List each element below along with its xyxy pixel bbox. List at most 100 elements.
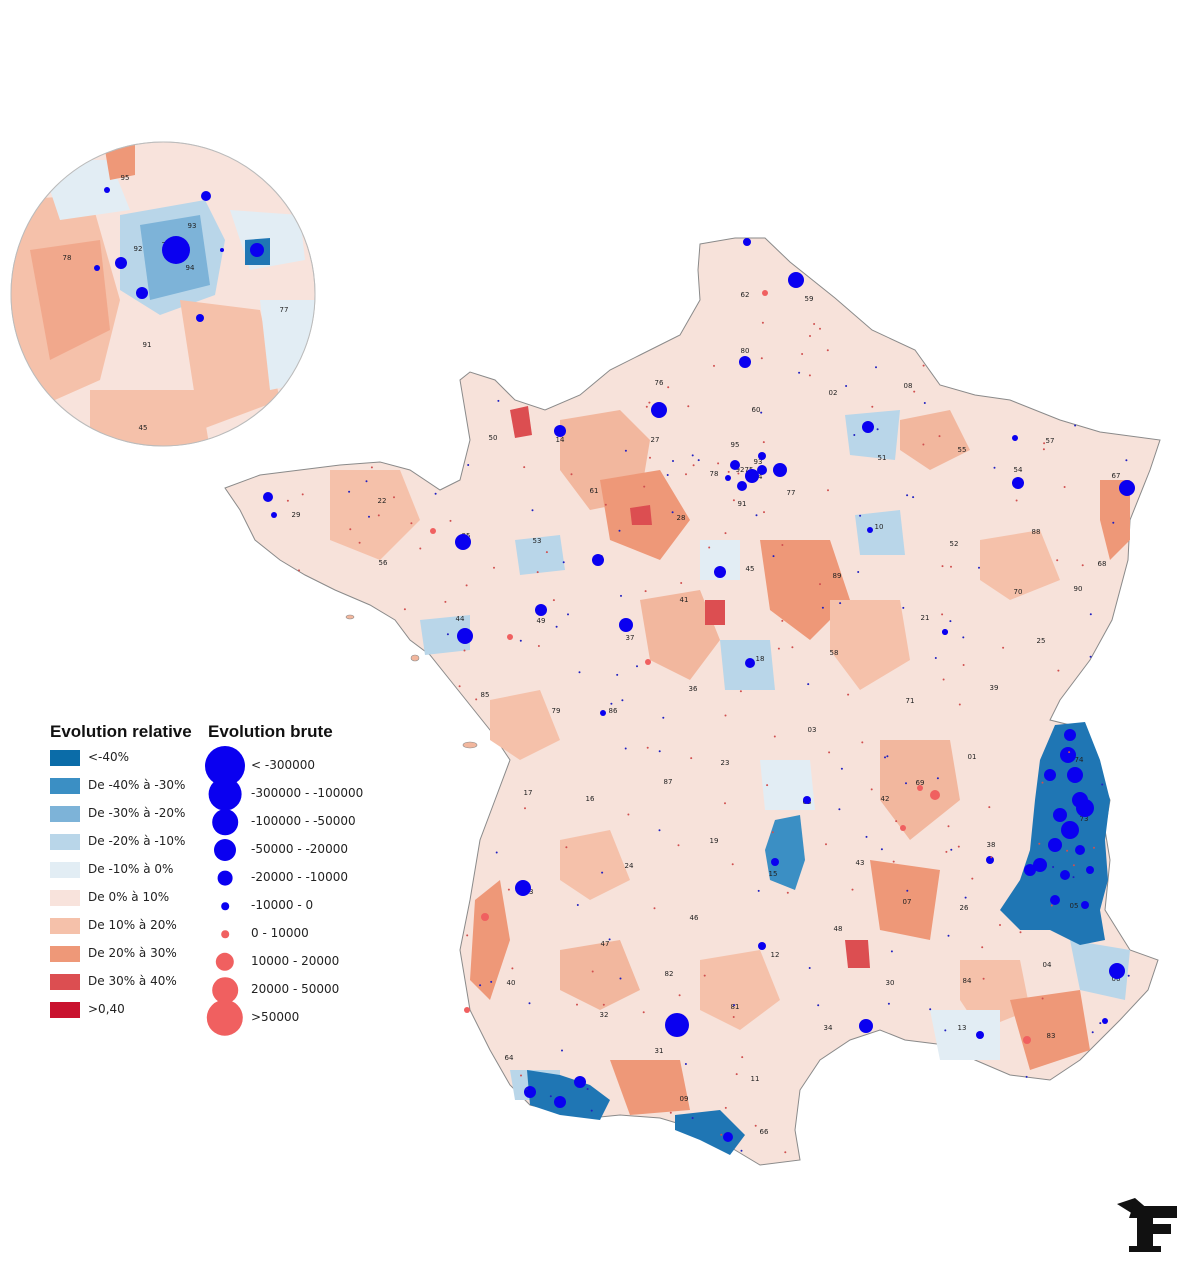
commune-dot <box>1041 997 1044 1000</box>
department-label: 49 <box>537 617 546 625</box>
commune-dot <box>475 698 478 701</box>
commune-dot <box>922 364 925 367</box>
commune-dot <box>941 613 944 616</box>
decline-circle <box>554 1096 566 1108</box>
decline-circle <box>771 858 779 866</box>
commune-dot <box>410 522 413 525</box>
commune-dot <box>562 561 565 564</box>
commune-dot <box>365 480 368 483</box>
blue-patches <box>420 410 1130 1100</box>
decline-circle <box>986 856 994 864</box>
commune-dot <box>458 685 461 688</box>
commune-dot <box>1042 448 1045 451</box>
commune-dot <box>561 1049 563 1052</box>
legend-relative-label: De 30% à 40% <box>88 974 177 988</box>
growth-circle <box>645 659 651 665</box>
commune-dot <box>545 551 548 554</box>
commune-dot <box>602 1003 605 1006</box>
decline-circle <box>723 1132 733 1142</box>
commune-dot <box>1050 904 1053 907</box>
department-label: 93 <box>754 458 763 466</box>
legend-relative-swatch <box>50 918 80 934</box>
commune-dot <box>286 499 289 502</box>
commune-dot <box>895 820 898 823</box>
legend-brute-circle <box>215 952 235 972</box>
inset-evolution-circle <box>220 248 224 252</box>
commune-dot <box>519 639 522 642</box>
inset-department-label: 91 <box>143 341 152 349</box>
commune-dot <box>467 464 470 466</box>
decline-circle <box>773 463 787 477</box>
growth-circle <box>481 913 489 921</box>
department-label: 88 <box>1032 528 1041 536</box>
decline-circle <box>1086 866 1094 874</box>
department-label: 64 <box>505 1054 514 1062</box>
department-label: 48 <box>834 925 843 933</box>
department-label: 86 <box>609 707 618 715</box>
commune-dot <box>906 494 909 497</box>
department-label: 09 <box>680 1095 689 1103</box>
commune-dot <box>798 371 801 374</box>
commune-dot <box>761 321 764 324</box>
decline-circle <box>976 1031 984 1039</box>
department-label: 90 <box>1074 585 1083 593</box>
department-label: 57 <box>1046 437 1055 445</box>
commune-dot <box>1093 846 1095 849</box>
commune-dot <box>720 1133 723 1136</box>
commune-dot <box>892 860 895 863</box>
department-label: 52 <box>950 540 959 548</box>
department-label: 80 <box>741 347 750 355</box>
commune-dot <box>520 1074 522 1077</box>
commune-dot <box>870 788 873 791</box>
department-label: 69 <box>916 779 925 787</box>
department-label: 79 <box>552 707 561 715</box>
commune-dot <box>1057 669 1060 672</box>
commune-dot <box>981 946 984 949</box>
inset-department-label: 45 <box>139 424 148 432</box>
legend-brute-label: 0 - 10000 <box>251 926 309 940</box>
commune-dot <box>621 699 624 702</box>
commune-dot <box>1091 1031 1094 1034</box>
department-label: 29 <box>292 511 301 519</box>
department-label: 16 <box>586 795 595 803</box>
commune-dot <box>773 735 776 738</box>
department-label: 38 <box>987 841 996 849</box>
commune-dot <box>808 967 811 969</box>
commune-dot <box>1052 866 1055 868</box>
commune-dot <box>495 851 498 854</box>
commune-dot <box>624 747 627 750</box>
commune-dot <box>358 541 361 544</box>
commune-dot <box>861 741 864 744</box>
commune-dot <box>1056 559 1059 562</box>
commune-dot <box>771 831 774 834</box>
legend-brute-label: < -300000 <box>251 758 316 772</box>
growth-circle <box>917 785 923 791</box>
commune-dot <box>1127 974 1130 977</box>
commune-dot <box>978 566 980 569</box>
commune-dot <box>906 889 909 892</box>
commune-dot <box>828 751 831 754</box>
commune-dot <box>493 566 495 569</box>
legend-relative-label: De -30% à -20% <box>88 806 186 820</box>
legend-brute-circle <box>212 809 238 835</box>
department-label: 62 <box>741 291 750 299</box>
commune-dot <box>1063 486 1066 488</box>
decline-circle <box>515 880 531 896</box>
commune-dot <box>642 1011 645 1014</box>
commune-dot <box>724 802 726 805</box>
commune-dot <box>958 703 961 706</box>
commune-dot <box>934 657 937 659</box>
commune-dot <box>549 1095 552 1098</box>
map-evolution-circles <box>263 238 1135 1154</box>
commune-dot <box>1099 1022 1102 1025</box>
commune-dot <box>941 565 944 568</box>
decline-circle <box>455 534 471 550</box>
commune-dot <box>819 583 821 586</box>
growth-circle <box>762 290 768 296</box>
legend-relative-swatch <box>50 1002 80 1018</box>
inset-evolution-circle <box>104 187 110 193</box>
department-label: 67 <box>1112 472 1121 480</box>
legend-brute-circle <box>217 870 233 886</box>
commune-dot <box>717 462 720 465</box>
department-label: 30 <box>886 979 895 987</box>
